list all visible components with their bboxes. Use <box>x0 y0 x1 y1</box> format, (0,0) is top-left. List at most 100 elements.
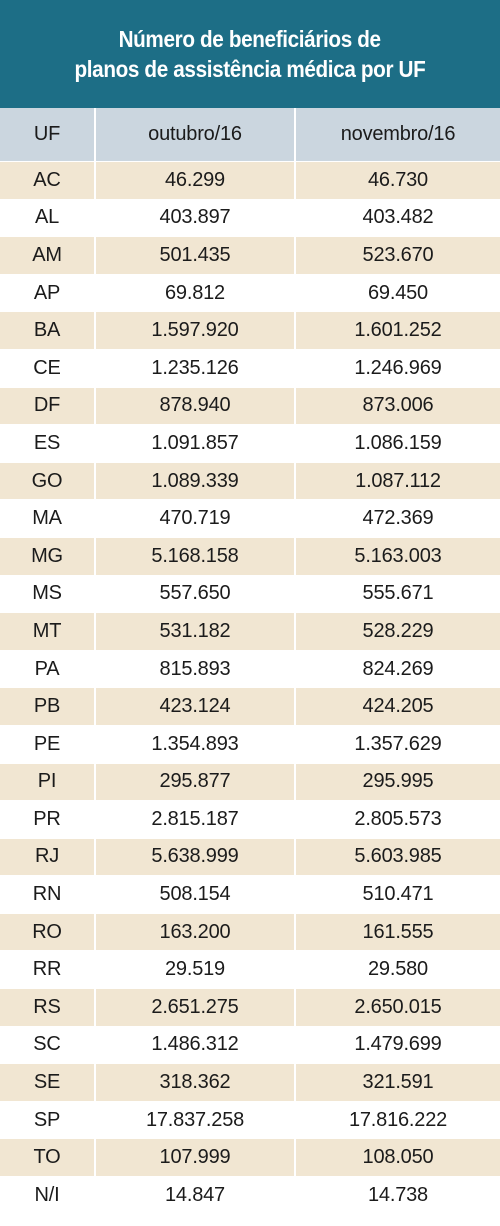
cell-uf: RN <box>0 876 94 913</box>
table-row: AP 69.812 69.450 <box>0 273 500 312</box>
cell-novembro: 17.816.222 <box>294 1101 500 1139</box>
cell-uf: BA <box>0 312 94 349</box>
table-title-line-1: Número de beneficiários de <box>118 26 382 52</box>
cell-outubro: 878.940 <box>94 387 294 425</box>
data-table: UF outubro/16 novembro/16 AC 46.299 46.730… <box>0 108 500 1214</box>
cell-uf: ES <box>0 425 94 462</box>
table-row: GO 1.089.339 1.087.112 <box>0 461 500 500</box>
cell-outubro: 1.235.126 <box>94 349 294 387</box>
cell-outubro: 815.893 <box>94 650 294 688</box>
table-row: AL 403.897 403.482 <box>0 198 500 237</box>
cell-uf: AP <box>0 274 94 312</box>
column-header-novembro: novembro/16 <box>294 108 500 161</box>
cell-outubro: 423.124 <box>94 688 294 725</box>
cell-uf: PE <box>0 725 94 763</box>
cell-uf: DF <box>0 387 94 425</box>
table-row: BA 1.597.920 1.601.252 <box>0 311 500 349</box>
table-row: CE 1.235.126 1.246.969 <box>0 348 500 387</box>
table-body: AC 46.299 46.730 AL 403.897 403.482 AM 501.435 5… <box>0 161 500 1214</box>
cell-novembro: 1.087.112 <box>294 462 500 500</box>
cell-outubro: 295.877 <box>94 763 294 801</box>
cell-novembro: 873.006 <box>294 387 500 425</box>
cell-novembro: 14.738 <box>294 1177 500 1214</box>
cell-novembro: 46.730 <box>294 162 500 199</box>
cell-outubro: 163.200 <box>94 913 294 951</box>
cell-uf: AL <box>0 199 94 237</box>
table-header-row: UF outubro/16 novembro/16 <box>0 108 500 161</box>
cell-outubro: 17.837.258 <box>94 1101 294 1139</box>
cell-uf: RO <box>0 913 94 951</box>
cell-uf: N/I <box>0 1177 94 1214</box>
cell-outubro: 5.168.158 <box>94 537 294 575</box>
cell-outubro: 1.354.893 <box>94 725 294 763</box>
cell-novembro: 321.591 <box>294 1064 500 1101</box>
table-row: DF 878.940 873.006 <box>0 386 500 425</box>
cell-outubro: 1.091.857 <box>94 425 294 462</box>
cell-novembro: 1.479.699 <box>294 1026 500 1064</box>
table-row: RO 163.200 161.555 <box>0 912 500 951</box>
cell-novembro: 403.482 <box>294 199 500 237</box>
title-band: Número de beneficiários de planos de ass… <box>0 0 500 108</box>
cell-novembro: 5.603.985 <box>294 838 500 876</box>
cell-novembro: 2.805.573 <box>294 801 500 838</box>
cell-outubro: 531.182 <box>94 613 294 650</box>
table-row: PI 295.877 295.995 <box>0 762 500 801</box>
table-row: RS 2.651.275 2.650.015 <box>0 988 500 1026</box>
table-row: AC 46.299 46.730 <box>0 161 500 199</box>
cell-novembro: 1.246.969 <box>294 349 500 387</box>
cell-novembro: 824.269 <box>294 650 500 688</box>
cell-uf: MA <box>0 500 94 537</box>
cell-outubro: 403.897 <box>94 199 294 237</box>
table-row: TO 107.999 108.050 <box>0 1138 500 1177</box>
cell-uf: GO <box>0 462 94 500</box>
cell-novembro: 1.086.159 <box>294 425 500 462</box>
cell-novembro: 1.357.629 <box>294 725 500 763</box>
cell-outubro: 1.597.920 <box>94 312 294 349</box>
cell-uf: PA <box>0 650 94 688</box>
cell-uf: MT <box>0 613 94 650</box>
table-row: N/I 14.847 14.738 <box>0 1176 500 1214</box>
cell-novembro: 510.471 <box>294 876 500 913</box>
table-row: MA 470.719 472.369 <box>0 499 500 537</box>
column-header-uf: UF <box>0 108 94 161</box>
cell-uf: RS <box>0 989 94 1026</box>
cell-outubro: 2.651.275 <box>94 989 294 1026</box>
cell-uf: PR <box>0 801 94 838</box>
cell-novembro: 424.205 <box>294 688 500 725</box>
table-row: MS 557.650 555.671 <box>0 574 500 613</box>
table-row: RJ 5.638.999 5.603.985 <box>0 837 500 876</box>
cell-outubro: 69.812 <box>94 274 294 312</box>
cell-novembro: 161.555 <box>294 913 500 951</box>
cell-uf: CE <box>0 349 94 387</box>
cell-novembro: 2.650.015 <box>294 989 500 1026</box>
cell-uf: RJ <box>0 838 94 876</box>
cell-novembro: 528.229 <box>294 613 500 650</box>
cell-uf: SC <box>0 1026 94 1064</box>
cell-outubro: 29.519 <box>94 951 294 989</box>
column-header-outubro: outubro/16 <box>94 108 294 161</box>
cell-outubro: 5.638.999 <box>94 838 294 876</box>
cell-outubro: 1.089.339 <box>94 462 294 500</box>
cell-novembro: 472.369 <box>294 500 500 537</box>
table-title-line-2: planos de assistência médica por UF <box>74 56 426 82</box>
table-row: PA 815.893 824.269 <box>0 649 500 688</box>
cell-uf: RR <box>0 951 94 989</box>
table-row: ES 1.091.857 1.086.159 <box>0 424 500 462</box>
cell-uf: PI <box>0 763 94 801</box>
table-row: SC 1.486.312 1.479.699 <box>0 1025 500 1064</box>
cell-uf: SE <box>0 1064 94 1101</box>
cell-outubro: 557.650 <box>94 575 294 613</box>
cell-novembro: 523.670 <box>294 237 500 274</box>
table-row: PB 423.124 424.205 <box>0 687 500 725</box>
table-row: SP 17.837.258 17.816.222 <box>0 1100 500 1139</box>
cell-outubro: 508.154 <box>94 876 294 913</box>
cell-novembro: 1.601.252 <box>294 312 500 349</box>
cell-novembro: 555.671 <box>294 575 500 613</box>
cell-outubro: 501.435 <box>94 237 294 274</box>
cell-novembro: 295.995 <box>294 763 500 801</box>
table-row: MG 5.168.158 5.163.003 <box>0 536 500 575</box>
cell-novembro: 69.450 <box>294 274 500 312</box>
cell-uf: AM <box>0 237 94 274</box>
table-row: PR 2.815.187 2.805.573 <box>0 800 500 838</box>
